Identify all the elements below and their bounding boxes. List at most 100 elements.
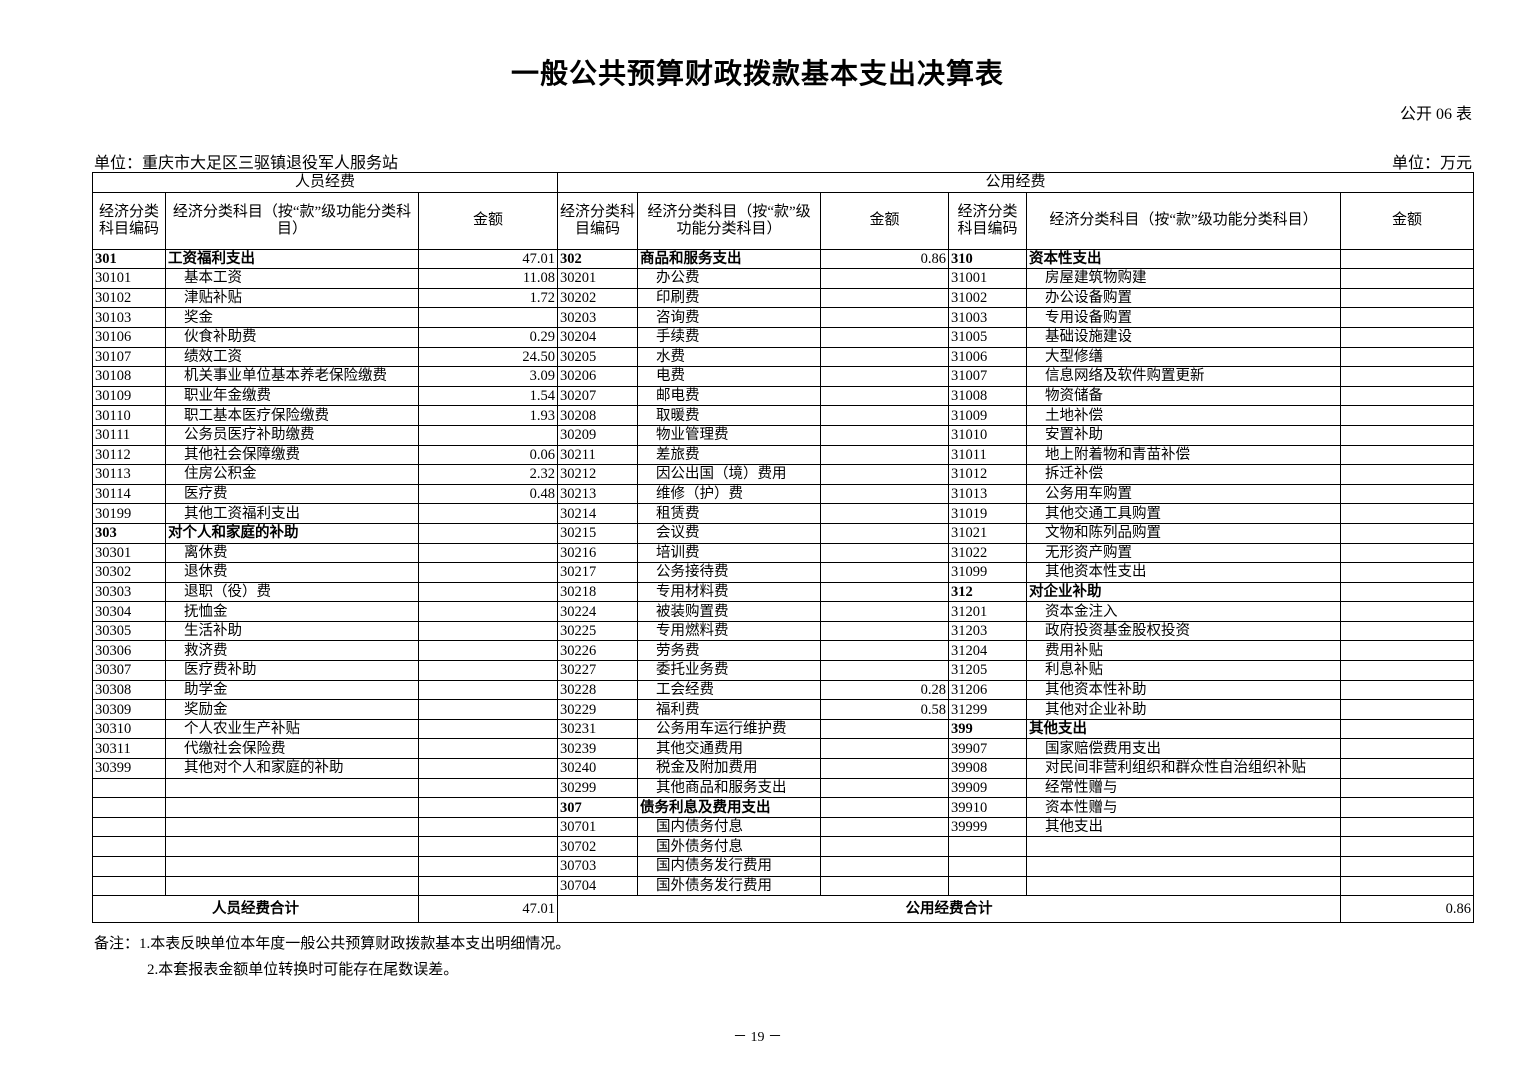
cell-name: 对民间非营利组织和群众性自治组织补贴 — [1026, 758, 1341, 779]
cell-name: 地上附着物和青苗补偿 — [1026, 444, 1341, 466]
cell-name: 国家赔偿费用支出 — [1026, 738, 1341, 760]
cell-code: 31007 — [948, 366, 1027, 387]
cell-name: 医疗费 — [165, 483, 419, 505]
table-row: 30109 职业年金缴费 1.54 30207 邮电费 31008 物资储备 — [92, 385, 1474, 407]
cell-name: 房屋建筑物购建 — [1026, 268, 1341, 289]
cell-code: 31203 — [948, 620, 1027, 642]
cell-amount — [418, 542, 558, 564]
cell-amount — [820, 660, 949, 681]
cell-amount — [418, 601, 558, 622]
cell-code: 30215 — [557, 522, 638, 544]
cell-name: 其他商品和服务支出 — [637, 777, 821, 799]
cell-amount — [820, 444, 949, 466]
cell-name: 劳务费 — [637, 640, 821, 662]
cell-code: 31019 — [948, 503, 1027, 524]
cell-name — [165, 777, 419, 799]
table-row: 30303 退职（役）费 30218 专用材料费 312 对企业补助 — [92, 581, 1474, 603]
cell-amount — [1340, 797, 1474, 818]
cell-name: 债务利息及费用支出 — [637, 797, 821, 818]
cell-amount: 0.86 — [820, 248, 949, 270]
cell-name: 其他社会保障缴费 — [165, 444, 419, 466]
cell-amount — [820, 738, 949, 760]
cell-amount — [418, 738, 558, 760]
cell-code: 303 — [92, 522, 166, 544]
cell-amount — [820, 522, 949, 544]
header-name: 经济分类科目（按“款”级功能分类科目） — [637, 191, 821, 250]
cell-code: 30201 — [557, 268, 638, 289]
cell-amount — [820, 581, 949, 603]
cell-amount — [1340, 581, 1474, 603]
cell-code: 30224 — [557, 601, 638, 622]
table-row: 30299 其他商品和服务支出 39909 经常性赠与 — [92, 777, 1474, 799]
cell-code — [92, 856, 166, 877]
cell-code: 31006 — [948, 346, 1027, 368]
table-row: 301 工资福利支出 47.01 302 商品和服务支出 0.86 310 资本性支出 — [92, 248, 1474, 270]
form-number: 公开 06 表 — [1399, 106, 1472, 123]
cell-amount — [820, 483, 949, 505]
cell-amount — [820, 503, 949, 524]
cell-code: 31021 — [948, 522, 1027, 544]
cell-code: 30225 — [557, 620, 638, 642]
cell-name: 利息补贴 — [1026, 660, 1341, 681]
table-row: 30307 医疗费补助 30227 委托业务费 31205 利息补贴 — [92, 660, 1474, 681]
cell-code: 30226 — [557, 640, 638, 662]
cell-amount — [1340, 836, 1474, 857]
personnel-total-value: 47.01 — [418, 895, 558, 924]
cell-code: 39910 — [948, 797, 1027, 818]
table-row: 30112 其他社会保障缴费 0.06 30211 差旅费 31011 地上附着物和青苗补偿 — [92, 444, 1474, 466]
cell-code: 30107 — [92, 346, 166, 368]
cell-name — [165, 816, 419, 838]
cell-amount — [1340, 287, 1474, 309]
cell-amount — [418, 503, 558, 524]
cell-amount — [418, 640, 558, 662]
cell-amount — [1340, 346, 1474, 368]
cell-name: 税金及附加费用 — [637, 758, 821, 779]
cell-code: 30209 — [557, 424, 638, 446]
cell-name: 资本性赠与 — [1026, 797, 1341, 818]
cell-name: 工资福利支出 — [165, 248, 419, 270]
cell-name: 租赁费 — [637, 503, 821, 524]
cell-amount — [418, 620, 558, 642]
cell-name: 基本工资 — [165, 268, 419, 289]
cell-code: 30206 — [557, 366, 638, 387]
cell-name: 其他对个人和家庭的补助 — [165, 758, 419, 779]
table-row: 30103 奖金 30203 咨询费 31003 专用设备购置 — [92, 307, 1474, 328]
cell-amount — [820, 268, 949, 289]
cell-code: 39908 — [948, 758, 1027, 779]
cell-name: 费用补贴 — [1026, 640, 1341, 662]
cell-amount — [418, 836, 558, 857]
cell-name: 福利费 — [637, 699, 821, 720]
cell-amount — [1340, 444, 1474, 466]
cell-code: 30208 — [557, 405, 638, 426]
cell-code: 30309 — [92, 699, 166, 720]
cell-amount: 47.01 — [418, 248, 558, 270]
table-row: 30702 国外债务付息 — [92, 836, 1474, 857]
cell-amount — [820, 366, 949, 387]
table-row: 307 债务利息及费用支出 39910 资本性赠与 — [92, 797, 1474, 818]
cell-amount — [1340, 307, 1474, 328]
cell-code: 30211 — [557, 444, 638, 466]
table-row: 303 对个人和家庭的补助 30215 会议费 31021 文物和陈列品购置 — [92, 522, 1474, 544]
cell-amount: 1.72 — [418, 287, 558, 309]
cell-name: 助学金 — [165, 679, 419, 701]
cell-code: 30113 — [92, 464, 166, 485]
cell-code: 30229 — [557, 699, 638, 720]
cell-name — [165, 797, 419, 818]
cell-name: 其他支出 — [1026, 816, 1341, 838]
cell-name — [165, 875, 419, 897]
cell-name: 电费 — [637, 366, 821, 387]
cell-name: 其他支出 — [1026, 718, 1341, 740]
expenditure-table: 人员经费 公用经费 经济分类科目编码 经济分类科目（按“款”级功能分类科目） 金… — [92, 172, 1474, 924]
cell-amount: 3.09 — [418, 366, 558, 387]
cell-code: 31205 — [948, 660, 1027, 681]
table-row: 30309 奖励金 30229 福利费 0.58 31299 其他对企业补助 — [92, 699, 1474, 720]
cell-amount — [418, 660, 558, 681]
table-row: 30114 医疗费 0.48 30213 维修（护）费 31013 公务用车购置 — [92, 483, 1474, 505]
table-row: 30310 个人农业生产补贴 30231 公务用车运行维护费 399 其他支出 — [92, 718, 1474, 740]
cell-code: 31009 — [948, 405, 1027, 426]
cell-code: 31010 — [948, 424, 1027, 446]
cell-name: 公务用车购置 — [1026, 483, 1341, 505]
cell-name: 其他资本性支出 — [1026, 562, 1341, 583]
cell-name: 退休费 — [165, 562, 419, 583]
cell-code: 30102 — [92, 287, 166, 309]
